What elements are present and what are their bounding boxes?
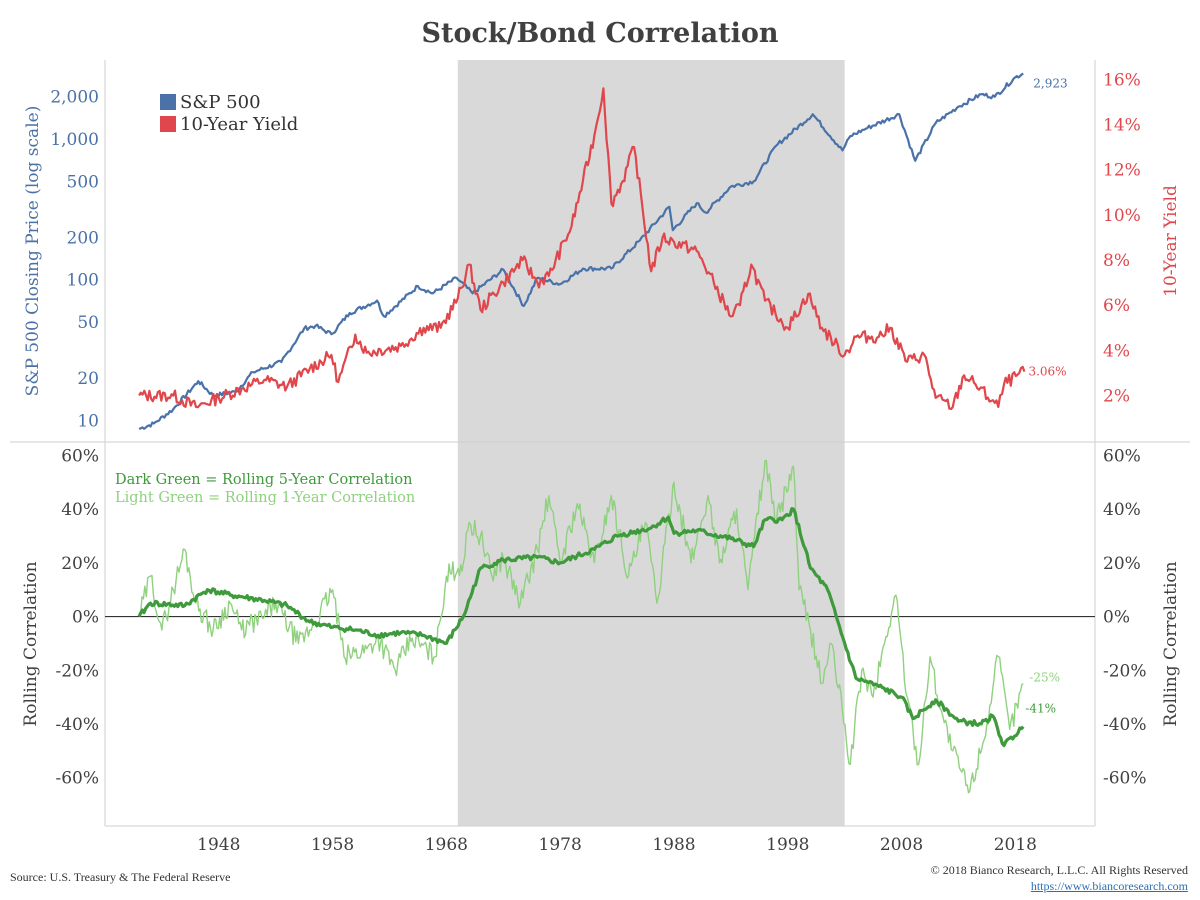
bottom-right-axis-title: Rolling Correlation — [1161, 561, 1181, 726]
bottom-left-tick-label: -20% — [55, 661, 99, 681]
source-note: Source: U.S. Treasury & The Federal Rese… — [10, 870, 231, 884]
right-axis-title: 10-Year Yield — [1161, 185, 1181, 297]
website-link[interactable]: https://www.biancoresearch.com — [1030, 879, 1188, 893]
left-tick-label: 2,000 — [50, 88, 99, 108]
bottom-left-tick-label: 40% — [61, 500, 99, 520]
bottom-left-tick-label: 60% — [61, 446, 99, 466]
x-tick-label: 1958 — [311, 835, 354, 855]
yield-line — [138, 87, 1026, 411]
rolling-5yr-end-label: -41% — [1025, 702, 1056, 716]
bottom-right-tick-label: -20% — [1103, 661, 1147, 681]
x-tick-label: 1978 — [539, 835, 582, 855]
bottom-right-tick-label: 0% — [1103, 608, 1130, 628]
bottom-right-tick-label: 40% — [1103, 500, 1141, 520]
left-tick-label: 200 — [67, 228, 99, 248]
legend-swatch-yield — [160, 116, 176, 132]
sp500-end-label: 2,923 — [1033, 77, 1067, 91]
copyright-text: © 2018 Bianco Research, L.L.C. All Right… — [930, 863, 1188, 877]
rolling-1yr-line — [138, 459, 1024, 794]
left-tick-label: 20 — [77, 369, 99, 389]
left-tick-label: 1,000 — [50, 130, 99, 150]
legend-label-yield: 10-Year Yield — [180, 114, 298, 135]
bottom-right-tick-label: 60% — [1103, 446, 1141, 466]
left-tick-label: 10 — [77, 411, 99, 431]
bottom-left-tick-label: 20% — [61, 554, 99, 574]
rolling-5yr-line — [137, 507, 1025, 748]
right-tick-label: 10% — [1103, 206, 1141, 226]
copyright-block: © 2018 Bianco Research, L.L.C. All Right… — [931, 862, 1188, 894]
legend-swatch-sp500 — [160, 94, 176, 110]
right-tick-label: 4% — [1103, 341, 1130, 361]
right-tick-label: 2% — [1103, 387, 1130, 407]
bottom-left-tick-label: -60% — [55, 769, 99, 789]
legend-label-rolling-5yr: Dark Green = Rolling 5-Year Correlation — [115, 472, 412, 488]
bottom-right-tick-label: -60% — [1103, 769, 1147, 789]
x-tick-label: 2008 — [880, 835, 923, 855]
rolling-1yr-end-label: -25% — [1029, 671, 1060, 685]
shaded-period — [457, 60, 845, 826]
x-tick-label: 1948 — [197, 835, 240, 855]
sp500-line — [138, 72, 1024, 430]
right-tick-label: 8% — [1103, 251, 1130, 271]
legend-label-rolling-1yr: Light Green = Rolling 1-Year Correlation — [115, 490, 415, 506]
x-tick-label: 1998 — [766, 835, 809, 855]
left-tick-label: 50 — [77, 313, 99, 333]
chart-title: Stock/Bond Correlation — [422, 18, 779, 49]
left-tick-label: 500 — [67, 172, 99, 192]
bottom-right-tick-label: 20% — [1103, 554, 1141, 574]
right-tick-label: 16% — [1103, 70, 1141, 90]
bottom-right-tick-label: -40% — [1103, 715, 1147, 735]
bottom-left-axis-title: Rolling Correlation — [21, 561, 41, 726]
yield-end-label: 3.06% — [1028, 365, 1066, 379]
right-tick-label: 14% — [1103, 115, 1141, 135]
right-tick-label: 12% — [1103, 161, 1141, 181]
x-tick-label: 1988 — [652, 835, 695, 855]
legend-label-sp500: S&P 500 — [180, 92, 261, 113]
x-tick-label: 1968 — [425, 835, 468, 855]
bottom-left-tick-label: -40% — [55, 715, 99, 735]
bottom-left-tick-label: 0% — [72, 608, 99, 628]
right-tick-label: 6% — [1103, 296, 1130, 316]
x-tick-label: 2018 — [994, 835, 1037, 855]
left-tick-label: 100 — [67, 271, 99, 291]
left-axis-title: S&P 500 Closing Price (log scale) — [23, 106, 43, 397]
